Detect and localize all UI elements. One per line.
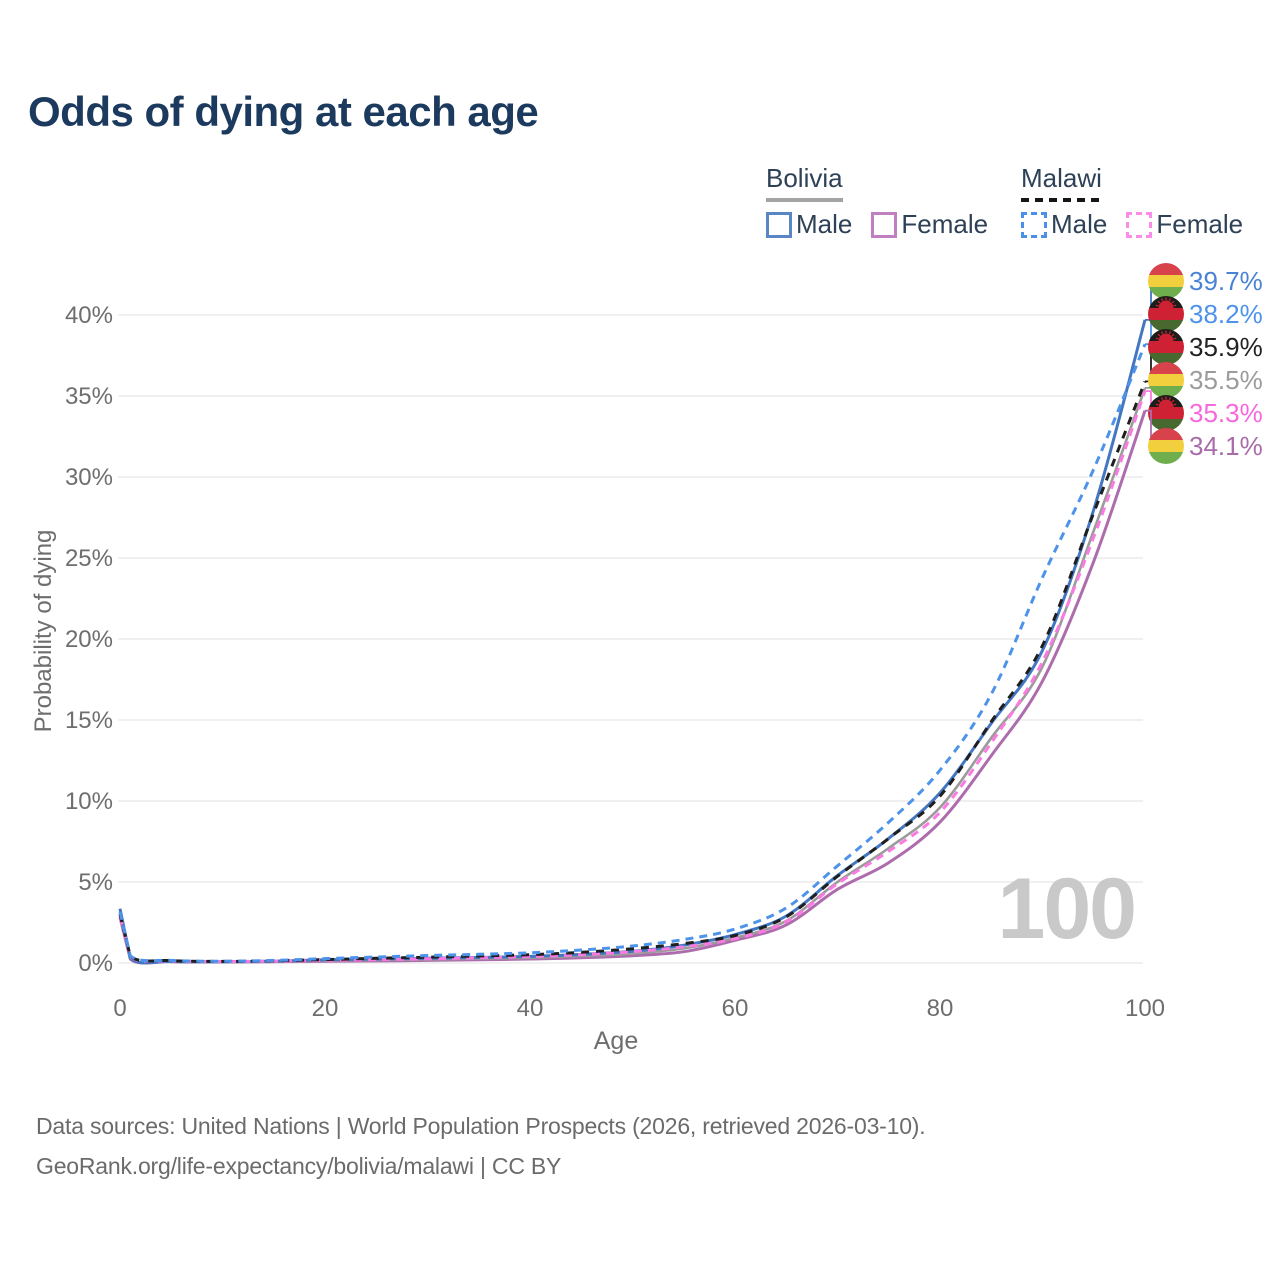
x-tick-label: 100 (1125, 995, 1165, 1022)
legend-country-bolivia[interactable]: Bolivia (766, 163, 843, 202)
chart-title: Odds of dying at each age (28, 88, 539, 135)
x-tick-label: 60 (722, 995, 749, 1022)
malawi-flag-icon (1148, 329, 1184, 365)
malawi-flag-icon (1148, 296, 1184, 332)
legend-country-malawi[interactable]: Malawi (1021, 163, 1102, 202)
x-tick-label: 40 (517, 995, 544, 1022)
legend-item-bolivia-male[interactable]: Male (766, 209, 852, 240)
bolivia-male-line-swatch-icon (766, 211, 792, 238)
y-tick-label: 0% (78, 950, 113, 977)
legend-item-malawi-male[interactable]: Male (1021, 209, 1107, 240)
footer: Data sources: United Nations | World Pop… (36, 1106, 926, 1186)
end-value-label: 35.9% (1189, 332, 1263, 362)
y-tick-label: 10% (65, 788, 113, 815)
end-value-label: 34.1% (1189, 431, 1263, 461)
legend-item-label: Female (1156, 209, 1244, 239)
bolivia-flag-icon (1148, 263, 1184, 299)
legend-items-malawi: Male Female (1021, 209, 1262, 240)
x-tick-label: 80 (927, 995, 954, 1022)
y-tick-label: 40% (65, 302, 113, 329)
legend-item-malawi-female[interactable]: Female (1126, 209, 1243, 240)
end-value-label: 35.3% (1189, 398, 1263, 428)
end-value-label: 39.7% (1189, 266, 1263, 296)
end-value-label: 38.2% (1189, 299, 1263, 329)
legend-item-bolivia-female[interactable]: Female (871, 209, 988, 240)
x-tick-label: 20 (312, 995, 339, 1022)
footer-sources: Data sources: United Nations | World Pop… (36, 1113, 926, 1139)
bolivia-flag-icon (1148, 362, 1184, 398)
y-axis-title: Probability of dying (30, 529, 57, 733)
y-tick-label: 5% (78, 869, 113, 896)
end-value-label: 35.5% (1189, 365, 1263, 395)
malawi-flag-icon (1148, 395, 1184, 431)
y-tick-label: 30% (65, 464, 113, 491)
legend-items-bolivia: Male Female (766, 209, 1007, 240)
legend: Bolivia Male Female Malawi Male (0, 0, 1280, 250)
y-tick-label: 15% (65, 707, 113, 734)
legend-group-malawi: Malawi Male Female (1021, 163, 1262, 240)
malawi-female-line-swatch-icon (1126, 211, 1153, 238)
malawi-male-line-swatch-icon (1021, 211, 1047, 238)
y-tick-label: 35% (65, 383, 113, 410)
bolivia-female-line-swatch-icon (871, 211, 898, 238)
footer-attribution: GeoRank.org/life-expectancy/bolivia/mala… (36, 1153, 562, 1179)
x-tick-label: 0 (113, 995, 126, 1022)
y-tick-label: 20% (65, 626, 113, 653)
y-tick-label: 25% (65, 545, 113, 572)
series-line-malawi-male[interactable] (118, 343, 1147, 963)
hover-age-watermark: 100 (997, 861, 1138, 957)
legend-group-bolivia: Bolivia Male Female (766, 163, 1007, 240)
legend-item-label: Male (796, 209, 853, 239)
x-axis-title: Age (593, 1027, 639, 1055)
legend-item-label: Male (1051, 209, 1108, 239)
bolivia-flag-icon (1148, 428, 1184, 464)
legend-item-label: Female (901, 209, 989, 239)
